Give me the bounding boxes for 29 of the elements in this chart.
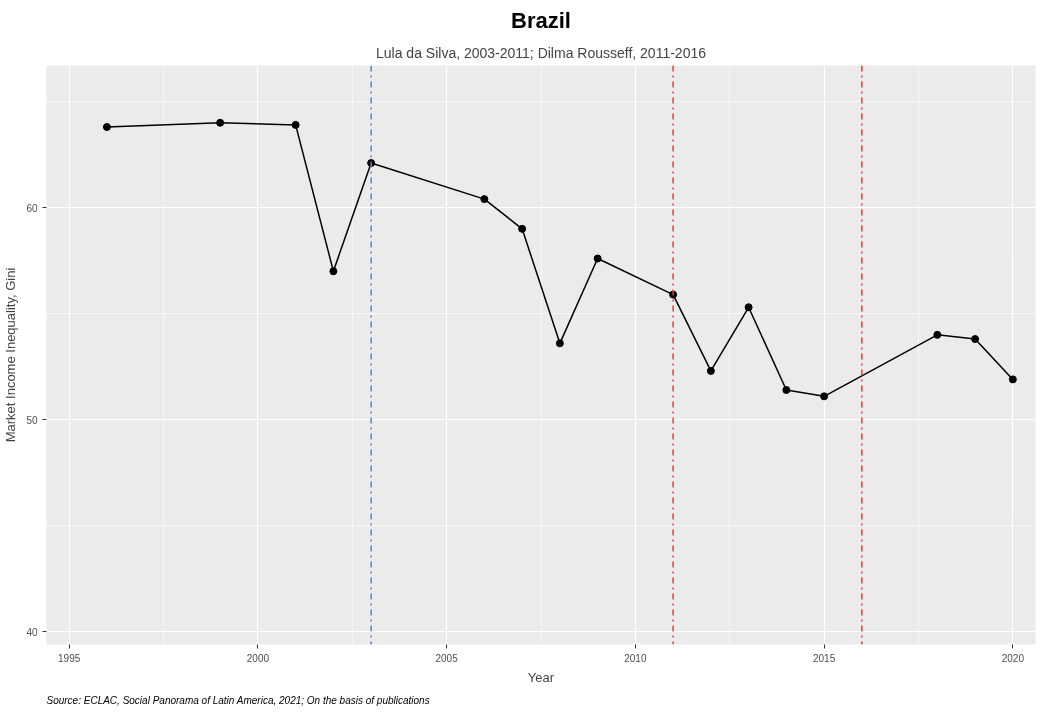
point [744, 303, 753, 312]
point [518, 224, 527, 233]
point [216, 118, 225, 127]
point [782, 386, 791, 394]
point [933, 330, 942, 339]
point [480, 195, 489, 204]
x-tick-label: 1995 [58, 652, 81, 664]
point [706, 366, 715, 375]
y-axis-title: Market Income Inequality, Gini [3, 267, 19, 443]
point [1008, 375, 1017, 384]
chart-subtitle: Lula da Silva, 2003-2011; Dilma Rousseff, 2011-2016 [376, 44, 707, 61]
point [329, 267, 338, 276]
x-tick-label: 2000 [246, 652, 270, 664]
chart-title: Brazil [511, 7, 571, 33]
point [971, 335, 980, 344]
source-note: Source: ECLAC, Social Panorama of Latin America, 2021; On the basis of publications [46, 694, 430, 706]
point [820, 392, 829, 401]
y-tick-label: 40 [26, 626, 38, 638]
x-axis-title: Year [527, 669, 555, 685]
x-tick-label: 2015 [812, 652, 836, 664]
y-tick-label: 60 [26, 202, 38, 214]
point [102, 123, 111, 131]
x-tick-label: 2010 [624, 652, 647, 664]
point [555, 339, 564, 348]
y-tick-label: 50 [26, 414, 38, 426]
point [291, 120, 300, 129]
point [593, 254, 602, 263]
x-tick-label: 2005 [435, 652, 459, 664]
x-tick-label: 2020 [1001, 652, 1025, 664]
